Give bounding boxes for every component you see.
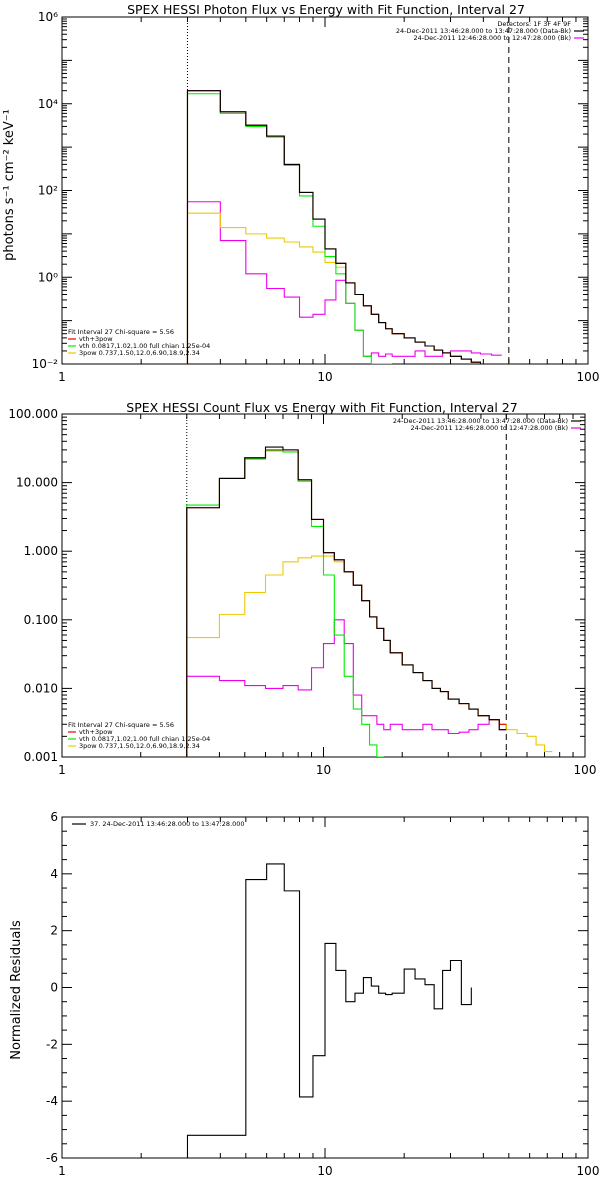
series-fitsum bbox=[186, 449, 507, 757]
y-tick-label: 6 bbox=[50, 810, 58, 824]
y-tick-label: 0.010 bbox=[24, 681, 58, 695]
x-tick-label: 10 bbox=[316, 763, 331, 777]
legend-entry: 37. 24-Dec-2011 13:46:28.000 to 13:47:28… bbox=[90, 820, 245, 828]
legend-entry: vth 0.0817,1.02,1.00 full chian 1.25e-04 bbox=[79, 735, 210, 743]
y-tick-label: 10⁴ bbox=[38, 97, 58, 111]
series-pow bbox=[186, 212, 520, 364]
residuals-plot: 1 10 100 -6 -4 -2 0 2 4 6 37. 24-Dec-2011 13:46:28… bbox=[46, 810, 599, 1178]
photon-flux-title: SPEX HESSI Photon Flux vs Energy with Fi… bbox=[127, 2, 525, 17]
y-tick-label: 10⁶ bbox=[38, 10, 58, 24]
y-tick-label: -2 bbox=[46, 1037, 58, 1051]
y-tick-label: -6 bbox=[46, 1151, 58, 1165]
y-tick-label: 10⁰ bbox=[38, 270, 58, 284]
series-vth bbox=[186, 450, 384, 757]
legend-entry: Fit Interval 27 Chi-square = 5.56 bbox=[68, 721, 174, 729]
y-tick-label: -4 bbox=[46, 1094, 58, 1108]
legend-entry: 24-Dec-2011 13:46:28.000 to 13:47:28.000… bbox=[396, 27, 571, 35]
y-tick-label: 1.000 bbox=[24, 544, 58, 558]
residuals-panel: Normalized Residuals 1 10 100 -6 -4 -2 0 2 4 6 37.… bbox=[9, 810, 599, 1178]
y-tick-label: 10.000 bbox=[16, 476, 58, 490]
series-vth bbox=[186, 93, 393, 364]
legend-entry: vth 0.0817,1.02,1.00 full chian 1.25e-04 bbox=[79, 342, 210, 350]
legend-entry: 3pow 0.737,1.50,12.0,6.90,18.9,2.34 bbox=[79, 742, 200, 750]
y-tick-label: 100.000 bbox=[8, 407, 58, 421]
x-tick-label: 10 bbox=[317, 370, 332, 384]
legend-entry: 24-Dec-2011 12:46:28.000 to 12:47:28.000… bbox=[411, 424, 569, 432]
y-tick-label: 10² bbox=[38, 184, 58, 198]
legend-entry: vth+3pow bbox=[79, 728, 113, 736]
series-data bbox=[186, 446, 507, 757]
series-bgdata bbox=[186, 619, 507, 757]
legend-entry: 3pow 0.737,1.50,12.0,6.90,18.9,2.34 bbox=[79, 349, 200, 357]
photon-flux-panel: SPEX HESSI Photon Flux vs Energy with Fi… bbox=[2, 2, 599, 384]
x-tick-label: 1 bbox=[58, 1164, 66, 1178]
x-tick-label: 1 bbox=[58, 370, 66, 384]
series-data bbox=[186, 863, 472, 1158]
photon-flux-plot: 1 10 100 10⁻² 10⁰ 10² 10⁴ 10⁶ Detectors: 1F 3F 4… bbox=[32, 10, 600, 384]
y-tick-label: 0.001 bbox=[24, 750, 58, 764]
legend-entry: Fit Interval 27 Chi-square = 5.56 bbox=[68, 328, 174, 336]
y-tick-label: 0 bbox=[50, 981, 58, 995]
legend-entry: vth+3pow bbox=[79, 335, 113, 343]
x-tick-label: 100 bbox=[577, 1164, 600, 1178]
count-flux-plot: 1 10 100 0.001 0.010 0.100 1.000 10.000 100.000 2… bbox=[8, 407, 596, 777]
residuals-ylabel: Normalized Residuals bbox=[9, 920, 24, 1060]
x-tick-label: 100 bbox=[574, 763, 597, 777]
y-tick-label: 4 bbox=[50, 867, 58, 881]
x-tick-label: 100 bbox=[577, 370, 600, 384]
y-tick-label: 0.100 bbox=[24, 613, 58, 627]
count-flux-panel: SPEX HESSI Count Flux vs Energy with Fit… bbox=[8, 400, 596, 777]
legend-entry: Detectors: 1F 3F 4F 9F bbox=[497, 20, 571, 28]
count-flux-title: SPEX HESSI Count Flux vs Energy with Fit… bbox=[126, 400, 517, 415]
y-tick-label: 10⁻² bbox=[32, 357, 59, 371]
legend-entry: 24-Dec-2011 13:46:28.000 to 13:47:28.000… bbox=[393, 417, 568, 425]
y-tick-label: 2 bbox=[50, 924, 58, 938]
series-bg bbox=[186, 201, 502, 364]
series-data bbox=[186, 90, 520, 364]
x-tick-label: 1 bbox=[58, 763, 66, 777]
photon-flux-ylabel: photons s⁻¹ cm⁻² keV⁻¹ bbox=[2, 109, 17, 261]
x-tick-label: 10 bbox=[317, 1164, 332, 1178]
legend-entry: 24-Dec-2011 12:46:28.000 to 12:47:28.000… bbox=[414, 34, 572, 42]
